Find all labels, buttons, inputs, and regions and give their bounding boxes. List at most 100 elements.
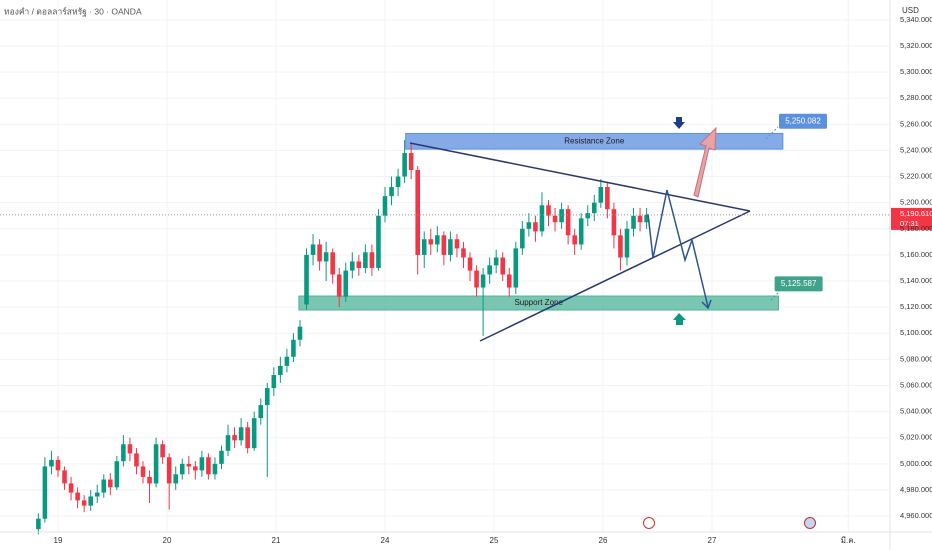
x-tick-label: 19 [54,536,63,545]
candle-body [147,476,152,484]
candle-body [140,466,146,477]
candle-body [245,427,250,449]
candle-body [441,235,447,255]
candle-body [75,492,80,501]
candle-body [108,479,113,488]
y-tick-label: 4,960.000 [900,511,932,520]
zones: Resistance Zone Support Zone [298,132,784,311]
price-callout [773,275,824,293]
candle-body [369,252,375,268]
candle-body [343,270,349,297]
candle-body [271,375,277,389]
bullish-arrow [693,126,717,198]
y-tick-label: 5,160.000 [900,250,932,259]
candle-body [631,215,636,229]
candle-body [487,265,492,275]
candle-body [637,215,643,223]
candle-body [467,257,473,271]
projection-arrowhead [701,299,712,310]
candle-body [278,365,283,376]
x-tick-label: 21 [272,536,281,545]
candle-body [323,252,329,262]
y-tick-label: 4,980.000 [900,485,932,494]
candle-body [421,239,427,255]
candle-body [258,405,264,419]
candle-body [448,239,453,255]
candle-body [291,339,296,357]
candle-body [173,474,178,484]
y-tick-label: 5,200.000 [900,198,932,207]
y-tick-label: 5,300.000 [900,67,932,76]
candle-body [520,228,525,249]
countdown: 07:31 [900,219,919,228]
candle-body [166,457,172,484]
candle-body [565,209,571,236]
candle-body [42,466,48,519]
y-tick-label: 5,320.000 [900,41,932,50]
candle-body [526,222,532,229]
y-tick-label: 5,280.000 [900,93,932,102]
candle-body [134,453,139,467]
candle-body [193,466,198,471]
y-tick-label: 5,020.000 [900,433,932,442]
y-tick-label: 5,240.000 [900,145,932,154]
candle-body [454,239,460,249]
candle-body [206,457,211,475]
candle-body [186,463,192,467]
candle-body [546,205,551,216]
candle-body [232,435,237,441]
candle-body [350,261,355,271]
candle-body [598,186,604,203]
candle-body [552,215,558,223]
zone-label: Support Zone [514,298,563,307]
candle-body [127,444,133,454]
candle-body [356,261,362,268]
candle-body [428,239,434,245]
projection-path [647,189,709,308]
up-arrow-icon [673,313,686,325]
zone [298,295,779,311]
candle-body [611,209,617,236]
x-tick-label: มี.ค. [841,536,856,545]
candle-body [336,274,342,297]
candle-body [62,470,67,484]
candle-body [68,483,74,493]
candle-body [435,235,440,245]
grid [0,0,890,532]
price-callout-label: 5,125.587 [781,279,817,288]
y-tick-label: 5,000.000 [900,459,932,468]
candle-body [81,500,87,506]
candle-body [559,209,564,223]
candle-body [618,235,623,258]
candle-body [591,202,597,214]
candle-body [539,205,545,232]
x-tick-label: 25 [490,536,499,545]
event-icon [804,517,816,529]
y-tick-label: 5,140.000 [900,276,932,285]
price-callout-label: 5,250.082 [785,116,821,125]
candle-body [121,444,126,462]
zone [405,132,784,150]
candle-body [644,214,649,223]
candle-body [55,459,61,471]
down-arrow-icon [673,117,685,129]
candle-body [513,248,519,288]
candle-body [153,444,159,484]
y-tick-label: 5,340.000 [900,15,932,24]
candle-body [160,444,165,458]
candle-body [297,326,303,340]
x-tick-label: 27 [708,536,717,545]
y-tick-label: 5,080.000 [900,354,932,363]
candle-body [415,170,420,255]
y-tick-label: 5,100.000 [900,328,932,337]
candle-body [199,457,205,471]
candle-body [533,222,538,232]
candle-body [578,218,584,245]
y-tick-label: 5,060.000 [900,380,932,389]
y-tick-label: 5,120.000 [900,302,932,311]
candle-body [330,252,335,275]
candle-body [36,518,41,530]
candle-body [264,388,270,406]
